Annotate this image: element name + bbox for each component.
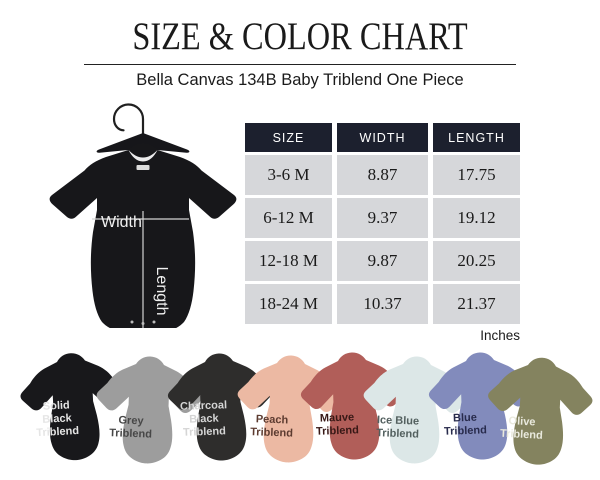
svg-text:Charcoal: Charcoal (180, 399, 227, 413)
svg-text:Blue: Blue (453, 412, 477, 425)
svg-text:Triblend: Triblend (500, 428, 543, 442)
svg-text:Triblend: Triblend (36, 425, 79, 439)
svg-text:Black: Black (42, 412, 73, 426)
svg-text:Ice Blue: Ice Blue (377, 414, 420, 427)
svg-text:Triblend: Triblend (109, 427, 152, 440)
svg-text:Mauve: Mauve (320, 411, 355, 424)
svg-text:Length: Length (153, 267, 170, 316)
svg-text:Triblend: Triblend (444, 424, 487, 437)
svg-text:Triblend: Triblend (250, 426, 293, 439)
svg-text:Grey: Grey (118, 414, 144, 427)
svg-text:Olive: Olive (508, 415, 535, 428)
svg-text:Solid: Solid (43, 399, 70, 412)
svg-text:Triblend: Triblend (183, 425, 226, 438)
svg-text:Black: Black (189, 413, 220, 426)
svg-text:Peach: Peach (256, 413, 289, 426)
svg-text:Width: Width (101, 214, 142, 231)
svg-text:Triblend: Triblend (316, 424, 359, 437)
svg-text:Triblend: Triblend (376, 427, 419, 440)
